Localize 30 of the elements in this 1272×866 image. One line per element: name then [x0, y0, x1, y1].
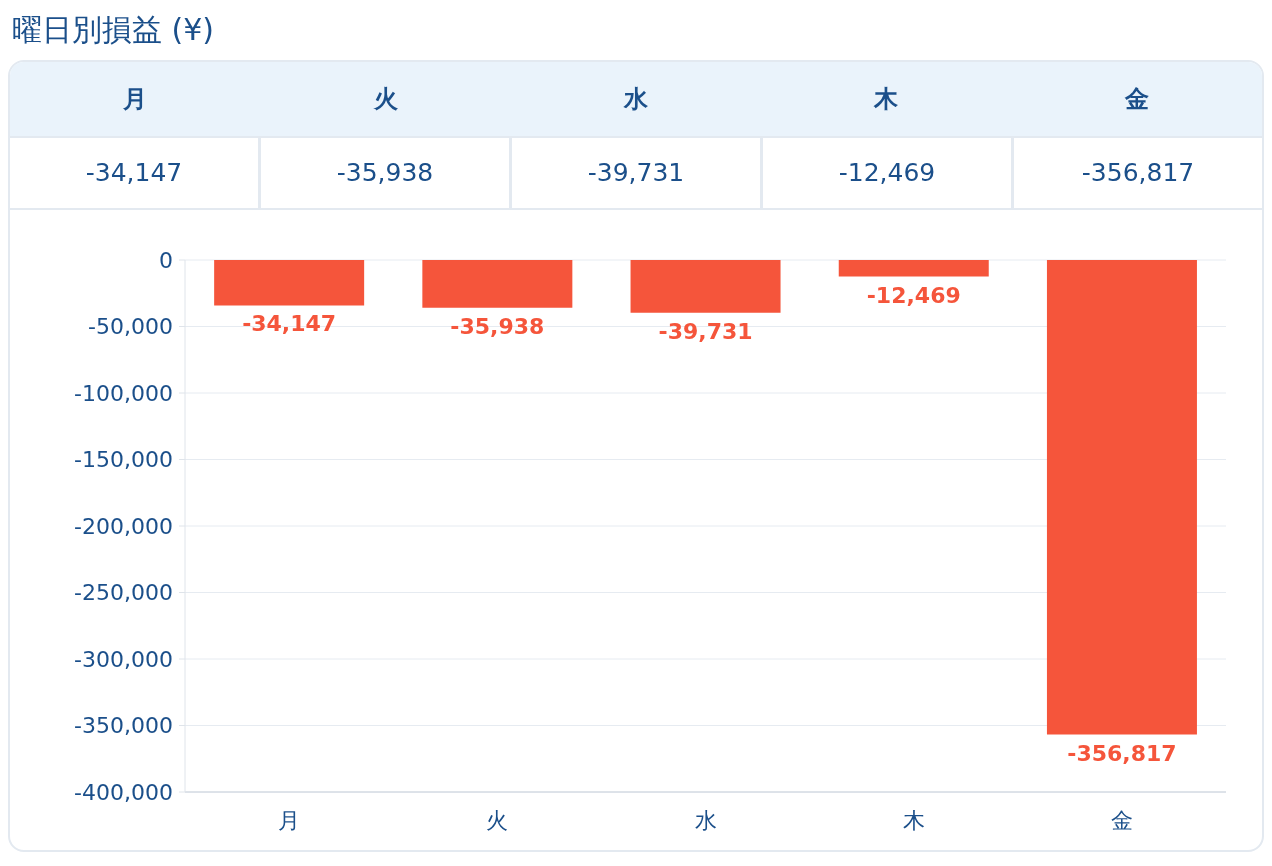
- category-label: 月: [123, 85, 148, 113]
- text: -356,817: [1081, 158, 1195, 187]
- category-label: 水: [624, 85, 649, 113]
- text: -35,938: [336, 158, 434, 187]
- data-label: -356,817: [1067, 740, 1177, 766]
- data-label: -35,938: [450, 313, 545, 339]
- category-label: 火: [373, 85, 398, 113]
- data-label: -12,469: [866, 282, 961, 308]
- y-tick-label: -150,000: [74, 447, 173, 473]
- y-tick-label: 0: [159, 247, 173, 273]
- y-tick-label: -50,000: [88, 314, 173, 340]
- x-tick-label: 金: [1110, 807, 1133, 833]
- text: -34,147: [85, 158, 183, 187]
- x-tick-label: 木: [902, 807, 925, 833]
- x-tick-label: 水: [694, 807, 717, 833]
- y-tick-label: -400,000: [74, 779, 173, 805]
- category-label: 金: [1124, 85, 1149, 113]
- text: -12,469: [838, 158, 936, 187]
- data-label: -39,731: [658, 318, 753, 344]
- y-tick-label: -300,000: [74, 646, 173, 672]
- text: -39,731: [587, 158, 685, 187]
- y-tick-label: -200,000: [74, 513, 173, 539]
- y-tick-label: -250,000: [74, 580, 173, 606]
- y-tick-label: -350,000: [74, 713, 173, 739]
- chart-title: 曜日別損益 (¥): [11, 11, 216, 49]
- x-tick-label: 月: [278, 807, 301, 833]
- y-tick-label: -100,000: [74, 380, 173, 406]
- x-tick-label: 火: [486, 807, 509, 833]
- category-label: 木: [874, 85, 899, 113]
- data-label: -34,147: [242, 311, 337, 337]
